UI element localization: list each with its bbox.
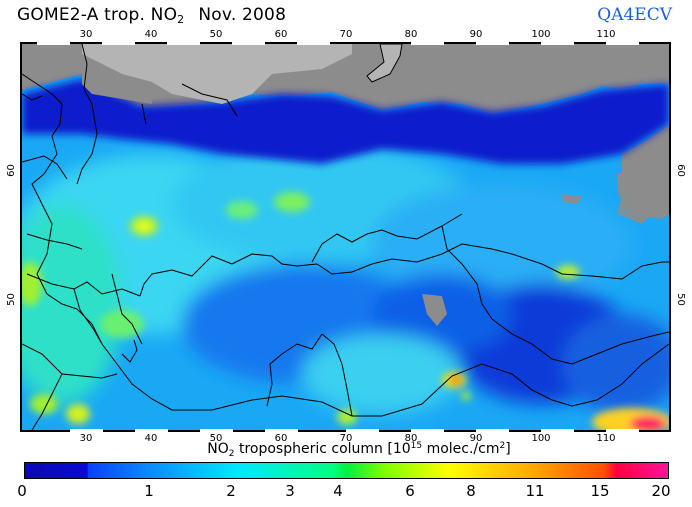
lon-tick-top: 60	[274, 29, 288, 40]
lon-tick-bottom: 70	[339, 433, 353, 444]
axis-segment	[70, 429, 103, 432]
lat-tick-left: 60	[5, 164, 17, 177]
colorbar-label: 15	[590, 482, 610, 500]
axis-segment	[37, 42, 70, 45]
colorbar-label: 8	[466, 482, 476, 500]
lat-tick-left: 50	[5, 293, 17, 306]
axis-segment	[167, 42, 200, 45]
no2-map	[20, 42, 671, 432]
colorbar-label: 6	[405, 482, 415, 500]
lon-tick-top: 90	[469, 29, 483, 40]
axis-segment	[411, 429, 444, 432]
lon-tick-top: 30	[79, 29, 93, 40]
axis-segment	[102, 42, 135, 45]
lon-tick-bottom: 60	[274, 433, 288, 444]
lon-tick-bottom: 80	[404, 433, 418, 444]
lat-tick-right: 50	[674, 293, 686, 306]
axis-segment	[476, 42, 509, 45]
lon-tick-top: 80	[404, 29, 418, 40]
colorbar	[24, 462, 669, 479]
axis-segment	[411, 42, 444, 45]
axis-segment	[200, 429, 233, 432]
colorbar-label: 4	[333, 482, 343, 500]
colorbar-label: 11	[525, 482, 545, 500]
axis-segment	[346, 429, 379, 432]
lon-tick-top: 110	[596, 29, 616, 40]
colorbar-label: 0	[17, 482, 27, 500]
lon-tick-top: 40	[144, 29, 158, 40]
axis-segment	[476, 429, 509, 432]
brand-logo: QA4ECV	[597, 5, 672, 25]
colorbar-label: 2	[226, 482, 236, 500]
colorbar-label: 20	[651, 482, 671, 500]
lon-tick-bottom: 40	[144, 433, 158, 444]
lon-tick-bottom: 30	[79, 433, 93, 444]
axis-segment	[265, 429, 298, 432]
axis-segment	[232, 42, 265, 45]
lon-tick-bottom: 90	[469, 433, 483, 444]
lon-tick-bottom: 110	[596, 433, 616, 444]
colorbar-caption: NO2 tropospheric column [1015 molec./cm2…	[207, 441, 511, 459]
map-canvas	[22, 44, 669, 430]
lon-tick-bottom: 100	[531, 433, 551, 444]
axis-segment	[606, 429, 639, 432]
lon-tick-top: 100	[531, 29, 551, 40]
axis-segment	[135, 429, 168, 432]
colorbar-label: 3	[285, 482, 295, 500]
axis-segment	[606, 42, 639, 45]
axis-segment	[541, 429, 574, 432]
lon-tick-top: 70	[339, 29, 353, 40]
colorbar-label: 1	[144, 482, 154, 500]
map-title: GOME2-A trop. NO2 Nov. 2008	[17, 5, 287, 26]
lat-tick-right: 60	[674, 164, 686, 177]
lon-tick-bottom: 50	[209, 433, 223, 444]
lon-tick-top: 50	[209, 29, 223, 40]
axis-segment	[297, 42, 330, 45]
axis-segment	[541, 42, 574, 45]
